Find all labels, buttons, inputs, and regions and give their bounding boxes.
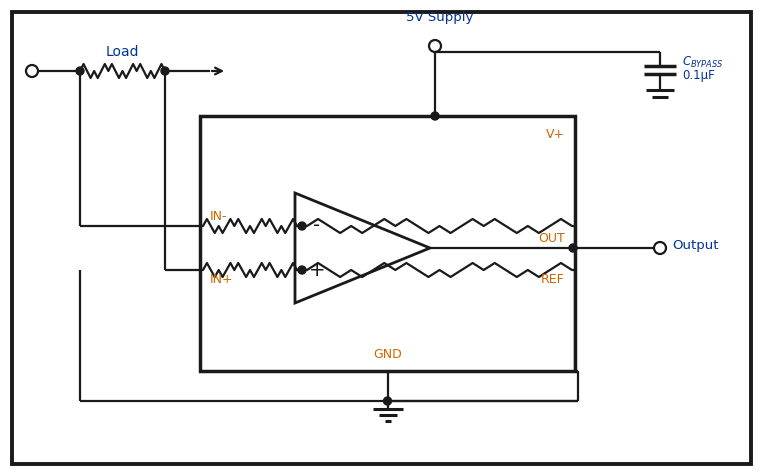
Text: IN-: IN-	[210, 210, 227, 223]
Text: +: +	[309, 260, 325, 279]
Circle shape	[298, 222, 306, 230]
Circle shape	[298, 266, 306, 274]
Text: 5V Supply: 5V Supply	[407, 11, 474, 24]
Bar	[200, 116, 575, 371]
Circle shape	[76, 67, 84, 75]
Text: Load: Load	[106, 45, 140, 59]
Text: REF: REF	[541, 273, 565, 286]
Text: 0.1μF: 0.1μF	[682, 69, 715, 81]
Text: -: -	[314, 217, 320, 236]
Text: OUT: OUT	[538, 232, 565, 245]
Text: IN+: IN+	[210, 273, 233, 286]
Circle shape	[384, 397, 391, 405]
Text: GND: GND	[373, 348, 402, 361]
Circle shape	[569, 244, 577, 252]
Text: Output: Output	[672, 239, 719, 252]
Circle shape	[161, 67, 169, 75]
Text: $C_{BYPASS}$: $C_{BYPASS}$	[682, 54, 723, 69]
Text: V+: V+	[546, 128, 565, 140]
Circle shape	[431, 112, 439, 120]
